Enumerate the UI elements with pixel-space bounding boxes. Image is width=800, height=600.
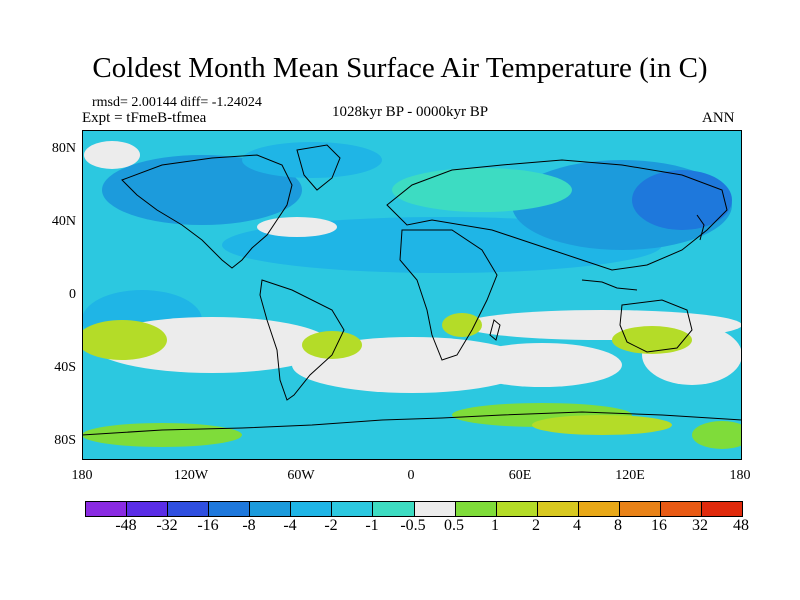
- colorbar-tick-label: -4: [283, 517, 297, 534]
- colorbar-swatch: [414, 502, 456, 516]
- stats-line: rmsd= 2.00144 diff= -1.24024: [92, 95, 262, 110]
- colorbar-tick-label: -48: [115, 517, 137, 534]
- colorbar-swatch: [332, 502, 374, 516]
- eurasia-outline: [386, 159, 728, 271]
- field-warm-regions: [82, 313, 742, 449]
- lon-label-120w: 120W: [173, 468, 209, 483]
- colorbar-swatch: [291, 502, 333, 516]
- lon-label-180e: 180: [729, 468, 751, 483]
- colorbar-swatch: [209, 502, 251, 516]
- colorbar-swatch: [373, 502, 415, 516]
- madagascar-outline: [489, 319, 501, 341]
- lon-label-0: 0: [407, 468, 415, 483]
- greenland-outline: [296, 144, 341, 191]
- lon-label-180w: 180: [71, 468, 93, 483]
- colorbar-tick-label: -0.5: [400, 517, 426, 534]
- cool-blob: [102, 155, 302, 225]
- lat-label-0: 0: [69, 287, 76, 302]
- colorbar-tick-label: -1: [365, 517, 379, 534]
- colorbar-swatch: [455, 502, 497, 516]
- colorbar-tick-label: 48: [733, 517, 749, 534]
- colorbar-swatch: [537, 502, 579, 516]
- colorbar-tick-label: 0.5: [444, 517, 464, 534]
- australia-outline: [619, 299, 693, 353]
- warm-blob: [612, 326, 692, 354]
- warm-blob: [532, 415, 672, 435]
- lat-label-80n: 80N: [51, 141, 76, 156]
- warm-blob: [82, 320, 167, 360]
- colorbar-tick-label: 4: [573, 517, 581, 534]
- warm-blob: [442, 313, 482, 337]
- colorbar-swatch: [168, 502, 210, 516]
- lon-label-60w: 60W: [287, 468, 315, 483]
- warm-blob: [82, 423, 242, 447]
- colorbar-tick-label: -2: [324, 517, 338, 534]
- lat-label-80s: 80S: [54, 433, 76, 448]
- colorbar: [85, 501, 743, 517]
- cool-blob: [632, 170, 732, 230]
- colorbar-tick-label: -32: [156, 517, 178, 534]
- colorbar-swatch: [619, 502, 661, 516]
- colorbar-tick-label: 16: [651, 517, 667, 534]
- colorbar-tick-label: 8: [614, 517, 622, 534]
- colorbar-swatch: [86, 502, 128, 516]
- neutral-blob: [462, 343, 622, 387]
- warm-blob: [302, 331, 362, 359]
- colorbar-swatch: [250, 502, 292, 516]
- colorbar-swatch: [496, 502, 538, 516]
- experiment-label: Expt = tFmeB-tfmea: [82, 110, 207, 126]
- period-label: 1028kyr BP - 0000kyr BP: [331, 104, 489, 120]
- colorbar-swatch: [660, 502, 702, 516]
- lat-label-40s: 40S: [54, 360, 76, 375]
- temperature-map: [82, 130, 742, 460]
- colorbar-tick-label: 2: [532, 517, 540, 534]
- south-america-outline: [259, 279, 345, 401]
- africa-outline: [399, 229, 498, 361]
- colorbar-swatch: [578, 502, 620, 516]
- neutral-blob: [84, 141, 140, 169]
- lat-label-40n: 40N: [51, 214, 76, 229]
- cool-blob: [392, 168, 572, 212]
- colorbar-swatch: [127, 502, 169, 516]
- lon-label-60e: 60E: [508, 468, 532, 483]
- colorbar-tick-label: -8: [242, 517, 256, 534]
- map-frame: [82, 130, 742, 460]
- map-title: Coldest Month Mean Surface Air Temperatu…: [92, 52, 708, 84]
- coastlines: [82, 144, 742, 436]
- colorbar-tick-label: 1: [491, 517, 499, 534]
- lon-label-120e: 120E: [615, 468, 645, 483]
- indonesia-outline: [581, 279, 638, 291]
- cool-blob: [242, 142, 382, 178]
- neutral-blob: [257, 217, 337, 237]
- antarctica-outline: [82, 411, 742, 436]
- north-america-outline: [121, 154, 293, 269]
- japan-outline: [696, 214, 705, 241]
- season-label: ANN: [702, 110, 735, 126]
- colorbar-tick-label: -16: [197, 517, 219, 534]
- colorbar-swatch: [701, 502, 742, 516]
- warm-blob: [692, 421, 742, 449]
- colorbar-tick-label: 32: [692, 517, 708, 534]
